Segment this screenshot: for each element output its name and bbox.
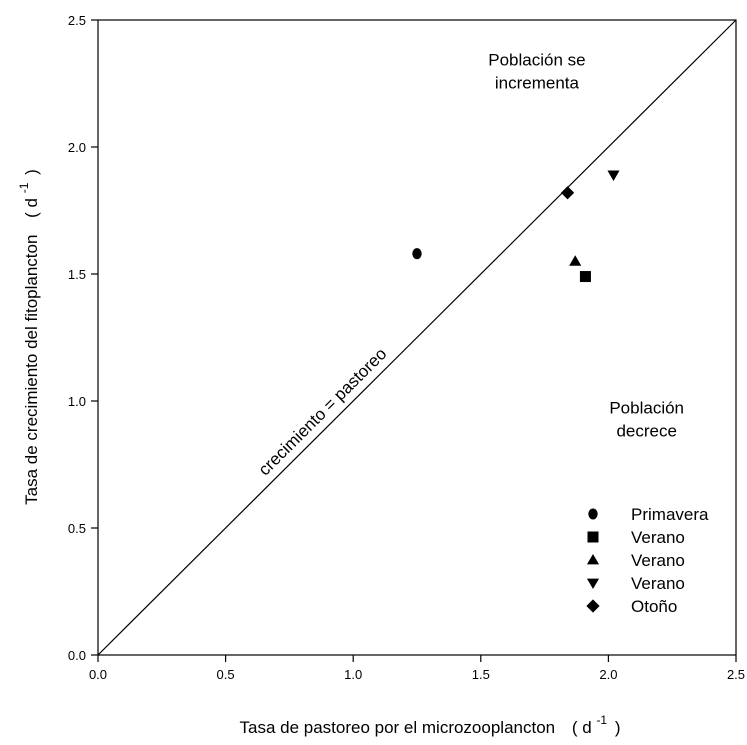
x-tick-label: 1.0 — [344, 667, 362, 682]
data-point-triangle-up — [569, 255, 582, 266]
region-annotation-line: incrementa — [495, 74, 580, 93]
legend-label: Primavera — [631, 505, 709, 524]
y-tick-label: 2.5 — [68, 13, 86, 28]
x-axis-unit: ( d — [572, 718, 592, 737]
x-tick-label: 2.0 — [599, 667, 617, 682]
annotations: Población se incrementa Población decrece — [488, 51, 684, 441]
region-annotation-line: decrece — [616, 422, 676, 441]
plot-area — [97, 19, 737, 656]
legend-marker-triangle-down — [586, 578, 600, 590]
data-point-diamond — [560, 186, 575, 200]
y-axis-unit-exponent: -1 — [17, 182, 31, 193]
data-point-square — [579, 271, 591, 283]
legend-label: Verano — [631, 528, 685, 547]
legend-marker-triangle-up — [586, 553, 600, 565]
x-tick-label: 0.5 — [217, 667, 235, 682]
x-tick-label: 1.5 — [472, 667, 490, 682]
axis-ticks: 0.0 0.5 1.0 1.5 2.0 2.5 0.0 0.5 1.0 1.5 2.0 2.5 — [68, 13, 745, 682]
x-axis-label: Tasa de pastoreo por el microzooplancton… — [239, 709, 620, 737]
reference-line — [97, 19, 737, 656]
region-annotation-line: Población — [609, 399, 684, 418]
y-axis-unit: ( d — [22, 198, 41, 218]
x-tick-label: 2.5 — [727, 667, 745, 682]
y-axis-unit-close: ) — [22, 169, 41, 175]
legend-marker-square — [587, 531, 599, 543]
legend-marker-diamond — [586, 599, 600, 613]
region-annotation: Población decrece — [609, 399, 684, 441]
y-tick-label: 0.0 — [68, 648, 86, 663]
legend-label: Verano — [631, 574, 685, 593]
legend-label: Otoño — [631, 597, 677, 616]
x-axis-unit-exponent: -1 — [596, 713, 607, 727]
data-point-circle — [412, 248, 422, 260]
region-annotation-line: Población se — [488, 51, 585, 70]
data-points — [412, 170, 620, 283]
legend-marker-circle — [588, 508, 598, 520]
y-tick-label: 1.0 — [68, 394, 86, 409]
y-tick-label: 2.0 — [68, 140, 86, 155]
reference-line-label: crecimiento = pastoreo — [255, 344, 391, 479]
y-tick-label: 1.5 — [68, 267, 86, 282]
x-axis-label-text: Tasa de pastoreo por el microzooplancton — [239, 718, 555, 737]
y-axis-label-text: Tasa de crecimiento del fitoplancton — [22, 235, 41, 505]
region-annotation: Población se incrementa — [488, 51, 585, 93]
y-axis-label: Tasa de crecimiento del fitoplancton ( d… — [13, 169, 41, 505]
data-point-triangle-down — [607, 170, 620, 181]
x-axis-unit-close: ) — [615, 718, 621, 737]
legend: Primavera Verano Verano Verano Otoño — [586, 505, 709, 616]
legend-label: Verano — [631, 551, 685, 570]
x-tick-label: 0.0 — [89, 667, 107, 682]
y-tick-label: 0.5 — [68, 521, 86, 536]
